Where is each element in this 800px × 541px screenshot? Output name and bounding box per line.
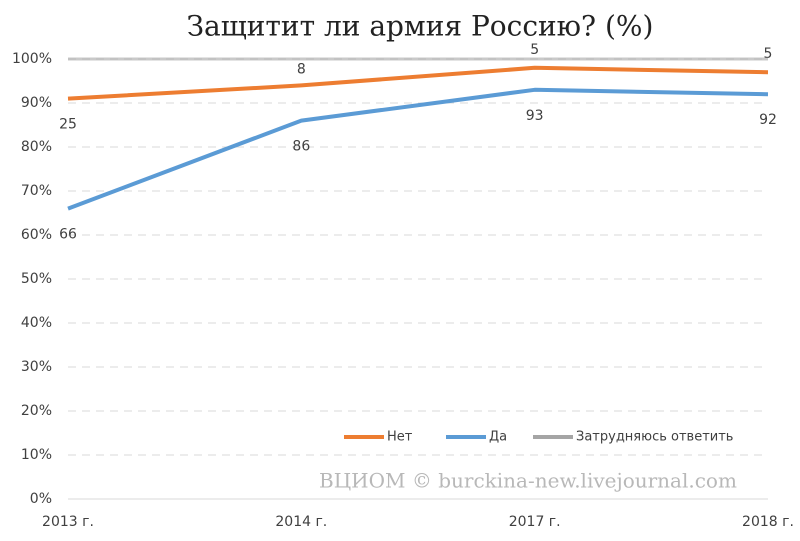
y-tick-label: 70% (21, 183, 52, 199)
y-tick-label: 80% (21, 139, 52, 155)
y-tick-label: 90% (21, 95, 52, 111)
x-tick-label: 2018 г. (742, 514, 794, 530)
x-tick-label: 2013 г. (42, 514, 94, 530)
x-tick-label: 2017 г. (509, 514, 561, 530)
series-line (67, 87, 769, 211)
legend-label: Затрудняюсь ответить (576, 430, 733, 445)
y-tick-label: 40% (21, 315, 52, 331)
x-tick-label: 2014 г. (275, 514, 327, 530)
y-tick-label: 100% (12, 51, 52, 67)
data-label: 5 (764, 46, 773, 62)
y-tick-label: 30% (21, 359, 52, 375)
data-label: 93 (526, 108, 544, 124)
data-label: 5 (530, 42, 539, 58)
y-tick-label: 0% (30, 491, 52, 507)
y-tick-label: 20% (21, 403, 52, 419)
legend-label: Да (489, 430, 507, 445)
y-tick-label: 50% (21, 271, 52, 287)
y-tick-label: 60% (21, 227, 52, 243)
data-label: 8 (297, 61, 306, 77)
y-tick-label: 10% (21, 447, 52, 463)
data-label: 92 (759, 112, 777, 128)
data-label: 86 (292, 139, 310, 155)
legend-label: Нет (387, 430, 413, 445)
watermark: ВЦИОМ © burckina-new.livejournal.com (319, 469, 737, 493)
data-label: 66 (59, 227, 77, 243)
series-line (67, 65, 769, 101)
data-label: 25 (59, 117, 77, 133)
chart-title: Защитит ли армия Россию? (%) (187, 10, 654, 43)
